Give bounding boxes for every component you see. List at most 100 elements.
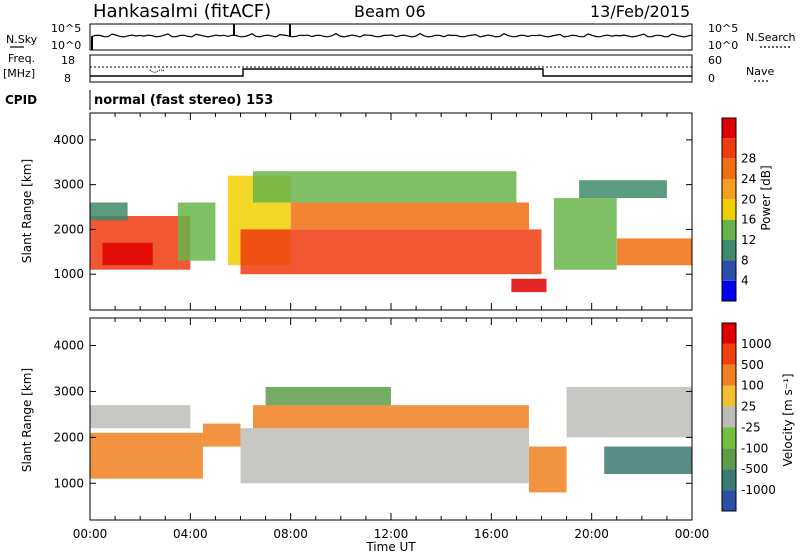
velocity-data — [90, 386, 692, 493]
velocity-region-4 — [240, 428, 529, 484]
power-region-8 — [253, 171, 517, 203]
colorbar-tick-label: -500 — [741, 462, 768, 476]
colorbar-segment — [722, 427, 736, 449]
noise-right-tick-top: 10^5 — [708, 22, 738, 35]
frequency-line — [90, 68, 692, 77]
colorbar-tick-label: -25 — [741, 420, 761, 434]
frequency-panel-frame — [89, 54, 693, 83]
colorbar-tick-label: 25 — [741, 400, 756, 414]
velocity-region-2 — [90, 432, 203, 479]
x-tick-label: 12:00 — [374, 527, 409, 541]
colorbar-frame — [721, 322, 737, 512]
y-tick-label: 3000 — [53, 178, 84, 192]
x-tick-label: 16:00 — [474, 527, 509, 541]
power-y-axis-label: Slant Range [km] — [20, 159, 34, 263]
colorbar-segment — [722, 448, 736, 470]
y-tick-label: 1000 — [53, 267, 84, 281]
cpid-text: normal (fast stereo) 153 — [94, 93, 273, 108]
colorbar-tick-label: -1000 — [741, 483, 776, 497]
date-title: 13/Feb/2015 — [590, 2, 690, 21]
cpid-label: CPID — [5, 93, 37, 107]
y-tick-label: 2000 — [53, 222, 84, 236]
colorbar-tick-label: 28 — [741, 152, 756, 166]
colorbar-segment — [722, 260, 736, 281]
noise-right-label: N.Search — [746, 31, 796, 44]
y-tick-label: 3000 — [53, 384, 84, 398]
colorbar-segment — [722, 490, 736, 511]
velocity-colorbar: 1000 500 100 25 -25 -100 -500 -1000 — [721, 322, 776, 512]
power-colorbar: 4 8 12 16 20 24 28 — [721, 117, 756, 302]
colorbar-segment — [722, 118, 736, 139]
colorbar-segment — [722, 199, 736, 220]
velocity-region-9 — [604, 446, 692, 474]
colorbar-segment — [722, 343, 736, 365]
velocity-y-axis-label: Slant Range [km] — [20, 368, 34, 472]
velocity-region-3 — [202, 423, 241, 447]
velocity-region-1 — [90, 405, 191, 429]
noise-sky-line — [91, 32, 693, 38]
colorbar-tick-label: 1000 — [741, 337, 772, 351]
velocity-region-5 — [253, 405, 529, 429]
velocity-region-7 — [529, 446, 567, 493]
colorbar-tick-label: 12 — [741, 233, 756, 247]
nave-right-tick-top: 60 — [708, 54, 722, 67]
power-panel: 1000 2000 3000 4000 Slant Range [km] 4 8 12 16… — [20, 112, 773, 311]
time-axis-ticks: 00:00 04:00 08:00 12:00 16:00 20:00 00:00 — [73, 527, 710, 541]
colorbar-tick-label: 4 — [741, 274, 749, 288]
y-tick-label: 4000 — [53, 339, 84, 353]
power-data — [90, 171, 693, 293]
velocity-colorbar-label: Velocity [m s⁻¹] — [781, 373, 795, 466]
x-tick-label: 20:00 — [574, 527, 609, 541]
x-tick-label: 08:00 — [273, 527, 308, 541]
noise-right-tick-bottom: 10^0 — [708, 39, 738, 52]
nave-dip — [149, 69, 165, 73]
colorbar-segment — [722, 158, 736, 179]
power-axes: 1000 2000 3000 4000 — [53, 113, 693, 310]
nave-right-tick-bottom: 0 — [708, 72, 715, 85]
freq-left-tick-bottom: 8 — [64, 72, 71, 85]
noise-left-tick-bottom: 10^0 — [51, 39, 81, 52]
power-region-2 — [102, 242, 153, 266]
velocity-region-6 — [265, 386, 391, 406]
power-region-11 — [579, 180, 667, 199]
velocity-panel: 1000 2000 3000 4000 Slant Range [km] 1000 50… — [20, 317, 795, 521]
y-tick-label: 4000 — [53, 133, 84, 147]
colorbar-tick-label: 500 — [741, 358, 764, 372]
freq-label-bottom: [MHz] — [3, 67, 35, 80]
power-region-12 — [616, 238, 693, 266]
power-panel-frame — [89, 112, 693, 311]
noise-left-tick-top: 10^5 — [51, 22, 81, 35]
colorbar-segment — [722, 406, 736, 428]
freq-label-top: Freq. — [8, 52, 35, 65]
colorbar-segment — [722, 138, 736, 159]
colorbar-tick-label: 8 — [741, 253, 749, 267]
x-axis-label: Time UT — [365, 540, 416, 554]
x-tick-label: 04:00 — [173, 527, 208, 541]
power-region-4 — [177, 202, 216, 261]
colorbar-segment — [722, 364, 736, 386]
colorbar-frame — [721, 117, 737, 302]
velocity-panel-frame — [89, 317, 693, 521]
power-region-10 — [554, 198, 617, 270]
colorbar-segment — [722, 179, 736, 200]
beam-title: Beam 06 — [354, 2, 426, 21]
colorbar-tick-label: 16 — [741, 213, 756, 227]
x-tick-label: 00:00 — [675, 527, 710, 541]
power-region-6 — [240, 229, 542, 275]
power-region-9 — [511, 278, 547, 293]
power-region-3 — [90, 202, 128, 221]
nave-right-label: Nave — [746, 65, 774, 78]
colorbar-segment — [722, 280, 736, 301]
colorbar-segment — [722, 323, 736, 344]
frequency-panel: Freq. [MHz] 18 8 60 0 Nave — [3, 52, 774, 85]
noise-left-label: N.Sky — [6, 33, 38, 46]
power-region-7 — [290, 202, 529, 230]
power-colorbar-label: Power [dB] — [759, 165, 773, 230]
noise-panel: N.Sky 10^5 10^0 10^5 10^0 N.Search — [6, 22, 796, 52]
x-tick-label: 00:00 — [73, 527, 108, 541]
colorbar-segment — [722, 240, 736, 261]
colorbar-tick-label: -100 — [741, 441, 768, 455]
colorbar-tick-label: 20 — [741, 192, 756, 206]
colorbar-segment — [722, 385, 736, 407]
